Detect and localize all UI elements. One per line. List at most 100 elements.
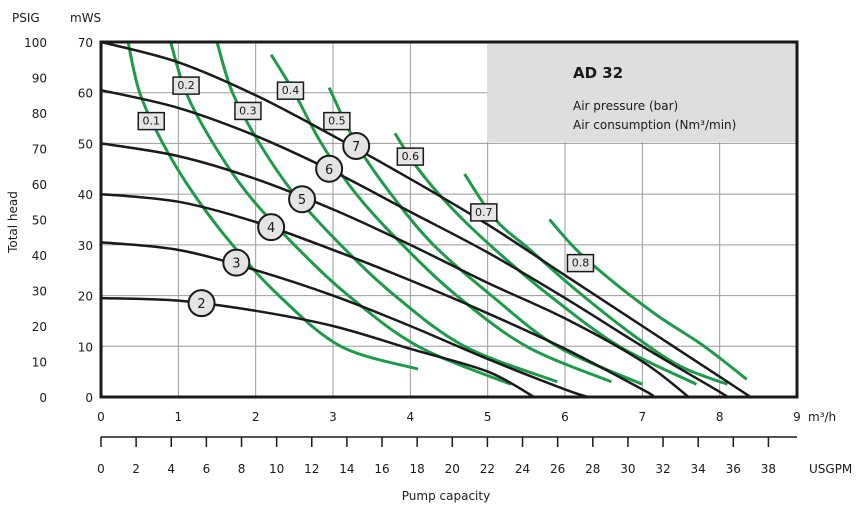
air-label-text: 0.7 [475,206,493,219]
air-pressure-curve [101,142,690,397]
x-tick-label-usgpm: 36 [726,462,741,476]
x-tick-label-usgpm: 28 [585,462,600,476]
x-tick-label-usgpm: 4 [167,462,175,476]
x-tick-label-usgpm: 18 [410,462,425,476]
air-label-text: 0.8 [572,257,590,270]
y-tick-label-psig: 100 [24,36,47,50]
air-label-text: 0.4 [282,84,300,97]
y-unit-psig: PSIG [12,11,40,25]
x-tick-label-usgpm: 34 [691,462,706,476]
x-tick-label-usgpm: 24 [515,462,530,476]
air-consumption-curve [269,53,612,384]
x-tick-label-usgpm: 22 [480,462,495,476]
pressure-label-circle [288,185,317,214]
x-tick-label-m3h: 7 [639,410,647,424]
x-tick-label-usgpm: 12 [304,462,319,476]
legend-line-consumption: Air consumption (Nm³/min) [573,118,736,132]
x-tick-label-usgpm: 32 [655,462,670,476]
y-tick-label-mws: 10 [78,340,93,354]
air-label-box [234,101,262,121]
pressure-label-text: 2 [197,297,205,312]
air-pressure-curve [101,192,655,397]
y-tick-label-mws: 70 [78,36,93,50]
x-unit-m3h: m³/h [808,410,836,424]
x-tick-label-usgpm: 26 [550,462,565,476]
pressure-label-text: 6 [325,163,333,178]
x-unit-usgpm: USGPM [809,462,852,476]
x-tick-label-m3h: 8 [716,410,724,424]
y-tick-label-psig: 30 [32,285,47,299]
x-tick-label-m3h: 2 [252,410,260,424]
y-tick-label-psig: 40 [32,249,47,263]
y-tick-label-psig: 10 [32,356,47,370]
x-tick-label-m3h: 9 [793,410,801,424]
y-tick-label-mws: 30 [78,239,93,253]
x-tick-label-m3h: 0 [97,410,105,424]
x-tick-label-m3h: 3 [329,410,337,424]
air-label-text: 0.5 [328,115,346,128]
y-tick-label-psig: 0 [39,391,47,405]
air-pressure-curve [101,241,589,397]
y-unit-mws: mWS [70,11,101,25]
air-label-text: 0.2 [177,79,195,92]
legend-panel [487,43,796,142]
y-tick-label-psig: 50 [32,214,47,228]
axis-ticks: 0 1 2 3 4 5 6 7 8 9010203040506070010203040506070… [24,36,801,476]
air-consumption-curve [126,42,419,371]
y-tick-label-psig: 90 [32,72,47,86]
y-tick-label-mws: 20 [78,290,93,304]
air-pressure-curve [101,42,752,397]
air-label-text: 0.3 [239,104,257,117]
air-label-box [566,253,595,273]
air-label-text: 0.6 [402,150,420,163]
pressure-label-circle [257,213,286,242]
y-axis-title: Total head [6,191,20,254]
air-label-box [470,203,498,222]
y-tick-label-psig: 70 [32,143,47,157]
pressure-label-circle [187,289,216,318]
x-tick-label-usgpm: 0 [97,462,105,476]
x-tick-label-usgpm: 6 [203,462,211,476]
air-consumption-curve [169,42,512,386]
x-tick-label-m3h: 1 [175,410,183,424]
air-pressure-curve [101,88,730,397]
x-tick-label-usgpm: 30 [620,462,635,476]
air-consumption-curve [548,218,748,381]
x-tick-label-usgpm: 20 [445,462,460,476]
x-tick-label-usgpm: 10 [269,462,284,476]
y-tick-label-psig: 60 [32,178,47,192]
y-tick-label-mws: 60 [78,87,93,101]
pressure-label-text: 4 [267,221,275,236]
x-tick-label-usgpm: 14 [339,462,354,476]
x-tick-label-usgpm: 2 [132,462,140,476]
air-label-box [172,76,200,95]
curve-labels: 2 3 4 5 6 7 0.1 0.2 0.3 0.4 0.5 0.6 0.7 0.8 [137,76,595,318]
pressure-label-circle [315,154,344,183]
y-tick-label-mws: 0 [85,391,93,405]
y-tick-label-mws: 50 [78,137,93,151]
x-tick-label-usgpm: 38 [761,462,776,476]
pressure-label-circle [342,131,371,160]
y-tick-label-psig: 20 [32,320,47,334]
pressure-label-circle [222,248,251,277]
air-label-box [396,147,425,166]
x-tick-label-m3h: 4 [407,410,415,424]
pressure-label-text: 7 [352,140,360,155]
air-pressure-curve [101,296,535,397]
legend-title: AD 32 [573,64,623,82]
air-label-text: 0.1 [143,115,161,128]
air-label-box [137,111,166,131]
pressure-label-text: 5 [298,193,306,208]
x-axis-title: Pump capacity [402,489,490,503]
pressure-label-text: 3 [232,257,240,272]
plot-frame [99,40,799,399]
x-tick-label-m3h: 5 [484,410,492,424]
y-tick-label-mws: 40 [78,188,93,202]
air-pressure-curves [101,42,752,397]
legend-line-pressure: Air pressure (bar) [573,99,678,113]
air-label-box [323,111,351,131]
air-label-box [276,81,305,100]
air-consumption-curve [463,173,728,386]
x-tick-label-usgpm: 16 [374,462,389,476]
